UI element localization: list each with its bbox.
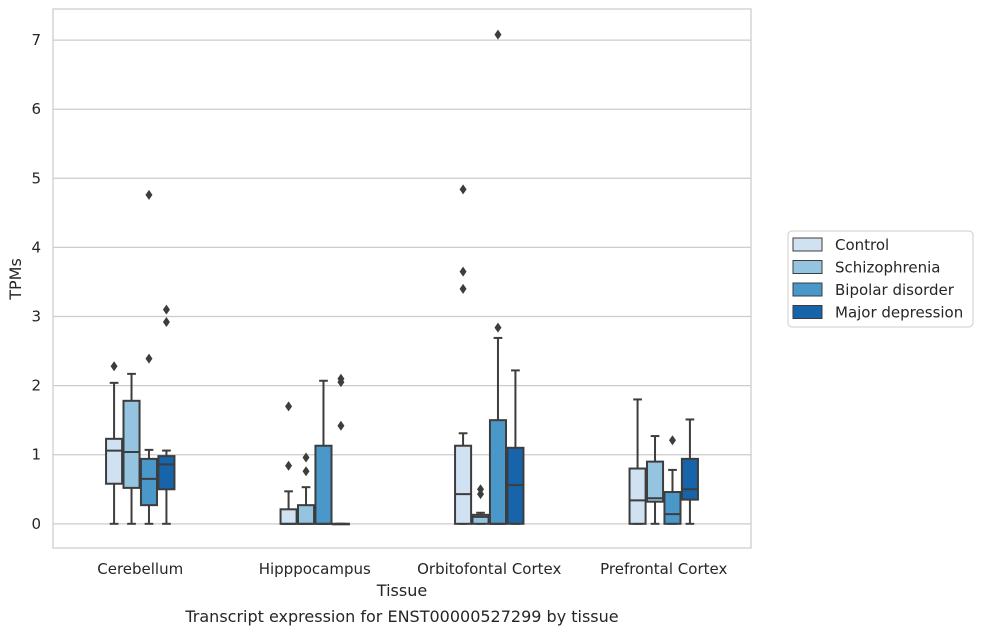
box-plot [296,452,316,525]
box-plot [331,373,350,526]
box-plot [680,418,699,525]
x-axis: Cerebellum Hipppocampus Orbitofontal Corte… [97,560,727,578]
box [105,437,124,485]
y-tick-label: 0 [31,515,41,533]
box [139,457,159,507]
box-plot [645,435,665,525]
y-tick-label: 7 [31,31,41,49]
legend-label: Major depression [835,304,963,322]
outlier-point [477,484,485,495]
box [680,457,699,501]
x-tick-label: Orbitofontal Cortex [417,560,561,578]
box [471,513,490,525]
outlier-point [302,452,310,463]
chart-caption: Transcript expression for ENST0000052729… [184,607,618,626]
outlier-point [162,317,170,328]
outlier-point [110,361,118,372]
outlier-point [668,435,676,446]
box-plot [454,184,473,525]
box [279,508,298,525]
legend-swatch [792,305,823,319]
box-plot [139,189,159,525]
outlier-point [145,189,153,200]
y-tick-label: 1 [31,446,41,464]
box [296,504,316,525]
outlier-point [302,466,310,477]
x-tick-label: Cerebellum [97,560,183,578]
box-plot [314,379,333,525]
box [663,491,682,525]
outlier-point [459,283,467,294]
box [645,460,665,503]
legend-swatch [792,260,823,274]
legend-label: Control [835,236,889,254]
legend-label: Bipolar disorder [835,281,955,299]
box [157,455,176,491]
legend-label: Schizophrenia [835,259,940,277]
box [488,419,508,525]
box [122,399,141,489]
outlier-point [459,266,467,277]
box-plot [157,304,176,525]
gridlines [53,39,751,525]
box-plot [471,484,490,525]
box [628,467,647,525]
outlier-point [494,322,502,333]
x-tick-label: Prefrontal Cortex [600,560,727,578]
box-plot [105,361,124,525]
outlier-point [285,401,293,412]
y-tick-label: 3 [31,308,41,326]
box [454,444,473,525]
box-plots [105,29,699,526]
y-axis-title: TPMs [6,258,25,301]
x-axis-title: Tissue [376,581,427,600]
box-plot [122,372,141,525]
box-plot [663,435,682,525]
outlier-point [145,353,153,364]
y-tick-label: 5 [31,169,41,187]
legend: Control Schizophrenia Bipolar disorder Majo… [787,230,974,328]
plot-area [52,8,752,549]
legend-swatch [792,237,823,252]
y-axis: 0 1 2 3 4 5 6 7 [31,31,41,533]
legend-frame [787,230,974,328]
box-plot [628,398,647,525]
outlier-point [162,304,170,315]
outlier-point [337,373,345,384]
box [314,444,333,525]
y-tick-label: 4 [31,238,41,256]
box-plot [488,29,508,525]
outlier-point [494,29,502,40]
legend-swatch [792,282,823,297]
x-tick-label: Hipppocampus [259,560,371,578]
outlier-point [459,184,467,195]
outlier-point [337,420,345,431]
y-tick-label: 2 [31,377,41,395]
y-tick-label: 6 [31,100,41,118]
box-plot [506,369,525,525]
box-plot [279,401,298,525]
outlier-point [285,460,293,471]
